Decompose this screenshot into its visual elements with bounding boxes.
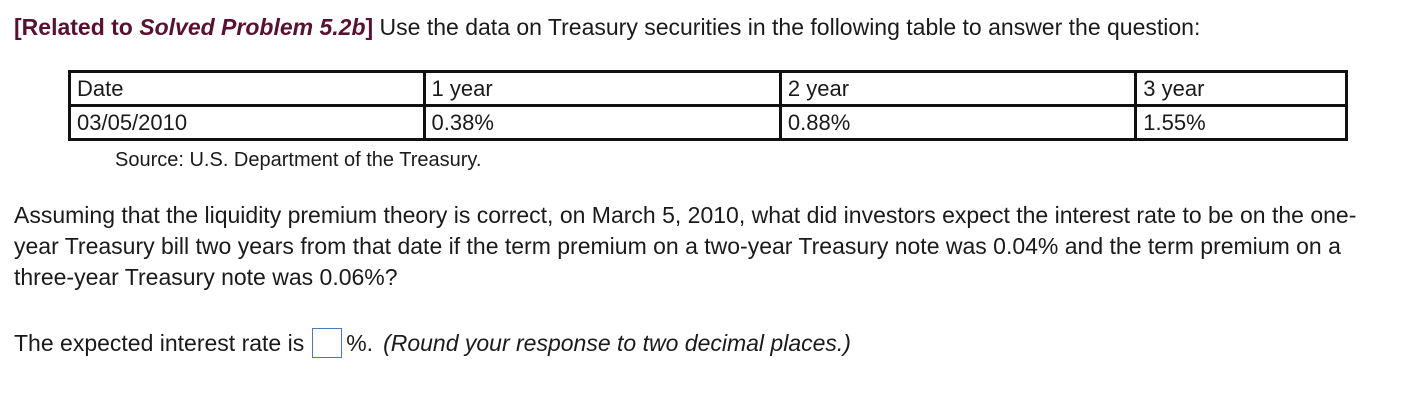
answer-prefix: The expected interest rate is	[14, 330, 305, 356]
cell-2-year: 0.88%	[778, 104, 1138, 141]
related-reference: [Related to Solved Problem 5.2b]	[14, 14, 374, 40]
table-row: 03/05/2010 0.38% 0.88% 1.55%	[68, 104, 1348, 141]
table-source: Source: U.S. Department of the Treasury.	[115, 149, 482, 171]
problem-header: [Related to Solved Problem 5.2b] Use the…	[14, 12, 1200, 42]
header-2-year: 2 year	[778, 70, 1138, 107]
solved-problem-label: Solved Problem 5.2b	[139, 14, 366, 40]
answer-input[interactable]	[312, 328, 343, 358]
rounding-hint: (Round your response to two decimal plac…	[383, 330, 851, 356]
cell-1-year: 0.38%	[422, 104, 782, 141]
header-date: Date	[68, 70, 426, 107]
answer-line: The expected interest rate is %. (Round …	[14, 327, 851, 359]
cell-3-year: 1.55%	[1134, 104, 1348, 141]
header-1-year: 1 year	[422, 70, 782, 107]
treasury-table-container: Date 1 year 2 year 3 year 03/05/2010 0.3…	[68, 70, 1348, 141]
header-3-year: 3 year	[1134, 70, 1348, 107]
answer-suffix: %.	[346, 330, 374, 356]
treasury-table: Date 1 year 2 year 3 year 03/05/2010 0.3…	[68, 70, 1348, 141]
instruction-text: Use the data on Treasury securities in t…	[373, 14, 1201, 40]
cell-date: 03/05/2010	[68, 104, 426, 141]
table-header-row: Date 1 year 2 year 3 year	[68, 70, 1348, 107]
question-text: Assuming that the liquidity premium theo…	[14, 202, 1357, 290]
